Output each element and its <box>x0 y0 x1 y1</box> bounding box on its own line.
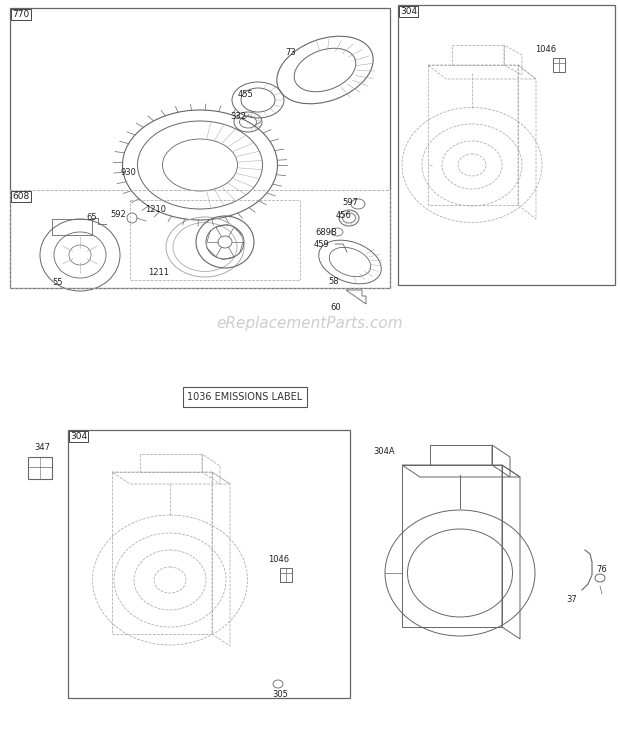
Text: 608: 608 <box>12 192 29 201</box>
Text: 455: 455 <box>238 90 254 99</box>
Text: 58: 58 <box>328 277 339 286</box>
Text: 689B: 689B <box>315 228 337 237</box>
Text: 37: 37 <box>566 595 577 604</box>
Text: 305: 305 <box>272 690 288 699</box>
Text: 55: 55 <box>52 278 63 287</box>
Text: 65: 65 <box>86 213 97 222</box>
Text: 304: 304 <box>400 7 417 16</box>
Text: 347: 347 <box>34 443 50 452</box>
Text: 597: 597 <box>342 198 358 207</box>
Text: 60: 60 <box>330 303 340 312</box>
Text: 459: 459 <box>314 240 330 249</box>
Text: 1046: 1046 <box>268 555 289 564</box>
Text: 770: 770 <box>12 10 29 19</box>
Text: 456: 456 <box>336 211 352 220</box>
Text: 1046: 1046 <box>535 45 556 54</box>
Text: 76: 76 <box>596 565 607 574</box>
Text: 1210: 1210 <box>145 205 166 214</box>
Text: 1036 EMISSIONS LABEL: 1036 EMISSIONS LABEL <box>187 392 303 402</box>
Text: 332: 332 <box>230 112 246 121</box>
Text: 930: 930 <box>120 168 136 177</box>
Text: 1211: 1211 <box>148 268 169 277</box>
Text: 592: 592 <box>110 210 126 219</box>
Text: 304A: 304A <box>373 447 394 456</box>
Text: 304: 304 <box>70 432 87 441</box>
Text: eReplacementParts.com: eReplacementParts.com <box>216 315 404 330</box>
Text: 73: 73 <box>285 48 296 57</box>
